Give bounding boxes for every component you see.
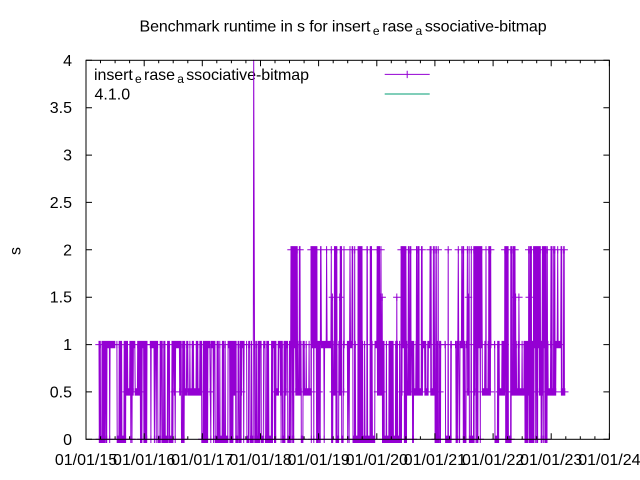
- svg-text:4: 4: [63, 53, 72, 70]
- svg-text:s: s: [8, 247, 25, 255]
- svg-text:01/01/15: 01/01/15: [55, 452, 117, 469]
- svg-text:01/01/19: 01/01/19: [287, 452, 349, 469]
- svg-text:2: 2: [63, 242, 72, 259]
- svg-text:0: 0: [63, 432, 72, 449]
- svg-text:1.5: 1.5: [50, 290, 72, 307]
- svg-text:Benchmark runtime in s for ins: Benchmark runtime in s for insert e rase a s…: [140, 19, 547, 38]
- svg-text:01/01/18: 01/01/18: [229, 452, 291, 469]
- svg-text:01/01/20: 01/01/20: [346, 452, 408, 469]
- svg-text:01/01/21: 01/01/21: [404, 452, 466, 469]
- svg-text:01/01/23: 01/01/23: [520, 452, 582, 469]
- svg-text:01/01/22: 01/01/22: [462, 452, 524, 469]
- svg-text:0.5: 0.5: [50, 384, 72, 401]
- svg-text:01/01/24: 01/01/24: [578, 452, 640, 469]
- svg-text:3: 3: [63, 148, 72, 165]
- svg-text:01/01/17: 01/01/17: [171, 452, 233, 469]
- svg-text:01/01/16: 01/01/16: [113, 452, 175, 469]
- svg-text:1: 1: [63, 337, 72, 354]
- svg-text:2.5: 2.5: [50, 195, 72, 212]
- svg-text:4.1.0: 4.1.0: [95, 87, 131, 104]
- svg-text:3.5: 3.5: [50, 100, 72, 117]
